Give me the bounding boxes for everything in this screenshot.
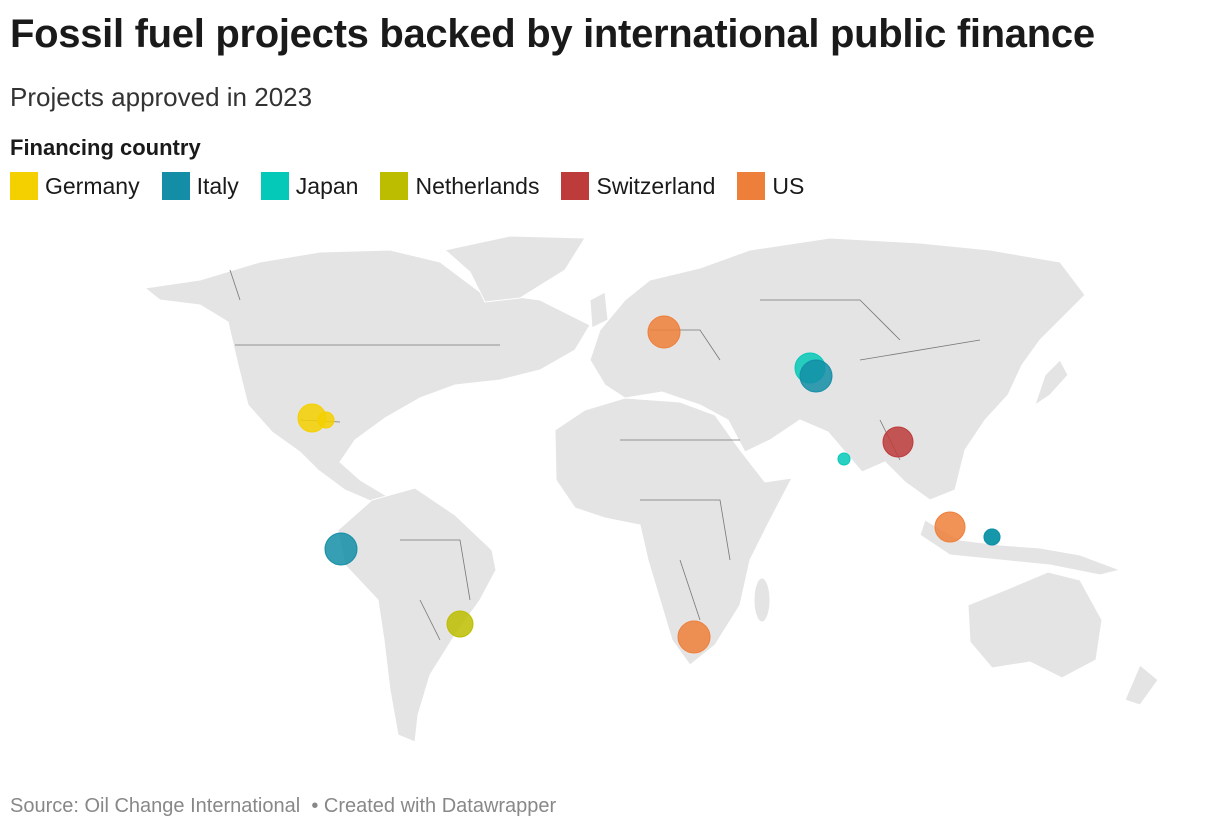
new-zealand — [1124, 664, 1159, 706]
project-bubble — [324, 532, 358, 566]
south-america — [337, 487, 497, 743]
map — [143, 235, 1159, 743]
legend-item: Switzerland — [561, 172, 715, 200]
uk — [589, 291, 609, 329]
project-bubble — [677, 620, 711, 654]
legend-swatch — [380, 172, 409, 200]
legend-item: Germany — [10, 172, 140, 200]
project-bubble — [799, 359, 833, 393]
madagascar — [753, 577, 771, 623]
project-bubble — [983, 528, 1001, 546]
source: Source: Oil Change International — [10, 795, 301, 817]
legend-swatch — [10, 172, 38, 200]
legend-swatch — [260, 172, 289, 200]
legend-swatch — [561, 172, 590, 200]
legend-title: Financing country — [10, 135, 201, 160]
legend-item: Japan — [260, 172, 359, 200]
legend-label: Japan — [295, 172, 359, 199]
bubbles — [297, 315, 1001, 654]
project-bubble — [837, 452, 851, 466]
project-bubble — [446, 610, 474, 638]
legend: Germany Italy Japan Netherlands Switzerland U… — [10, 172, 804, 200]
project-bubble — [934, 511, 966, 543]
japan — [1034, 359, 1069, 407]
legend-item: Netherlands — [380, 172, 539, 200]
legend-swatch — [161, 172, 190, 200]
legend-label: US — [772, 172, 805, 199]
legend-item: Italy — [161, 172, 239, 200]
legend-label: Italy — [196, 172, 239, 199]
legend-label: Germany — [45, 172, 140, 199]
legend-swatch — [737, 172, 766, 200]
africa — [554, 397, 793, 666]
footer: Source: Oil Change International • Creat… — [10, 795, 556, 818]
north-america — [143, 249, 591, 506]
greenland — [443, 235, 586, 303]
subtitle: Projects approved in 2023 — [10, 82, 313, 112]
project-bubble — [317, 411, 335, 429]
legend-item: US — [737, 172, 804, 200]
australia — [967, 571, 1103, 679]
title: Fossil fuel projects backed by internati… — [10, 12, 1095, 56]
project-bubble — [647, 315, 681, 349]
credit: • Created with Datawrapper — [311, 795, 557, 817]
project-bubble — [882, 426, 914, 458]
legend-label: Netherlands — [415, 172, 540, 199]
legend-label: Switzerland — [596, 172, 716, 199]
eurasia — [589, 237, 1086, 501]
